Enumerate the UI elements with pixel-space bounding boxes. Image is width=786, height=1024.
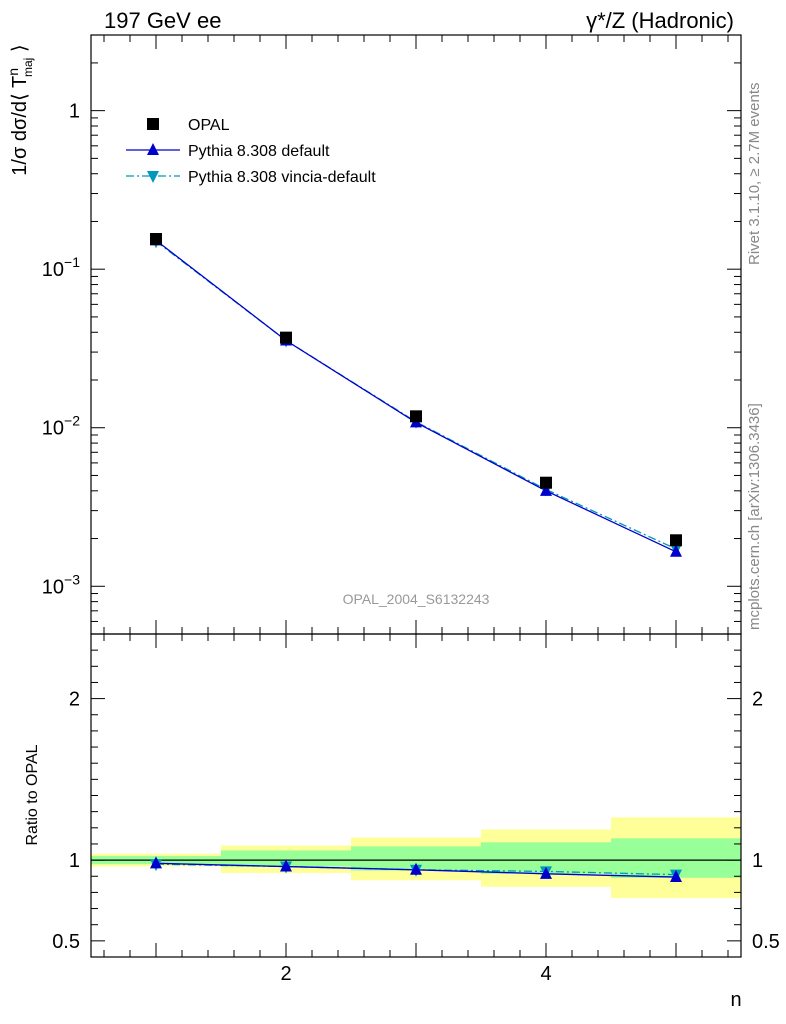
main-panel <box>150 233 682 557</box>
legend-label: Pythia 8.308 default <box>188 143 330 160</box>
y-tick-label: 10−1 <box>42 254 80 281</box>
y-tick-label: 10−2 <box>42 413 80 440</box>
ratio-point <box>410 862 422 875</box>
legend-marker <box>147 171 159 183</box>
ratio-y-tick-label: 1 <box>69 850 80 872</box>
data-point <box>150 233 162 246</box>
data-point <box>280 331 292 344</box>
data-point <box>540 483 552 496</box>
mcplots-label: mcplots.cern.ch [arXiv:1306.3436] <box>746 403 763 630</box>
ratio-y-axis-title: Ratio to OPAL <box>24 744 41 845</box>
legend-label: OPAL <box>188 117 230 134</box>
ratio-point <box>670 870 682 883</box>
header-left: 197 GeV ee <box>104 8 221 33</box>
ratio-y-tick-label: 0.5 <box>52 931 80 953</box>
ratio-point <box>280 859 292 872</box>
analysis-watermark: OPAL_2004_S6132243 <box>343 591 490 607</box>
legend-marker <box>147 143 159 155</box>
data-point <box>670 544 682 557</box>
panel-frames: 2 4 1 10−1 10−2 10−3 0.5 0.5 1 1 2 2 <box>42 34 780 985</box>
series-line <box>155 240 677 550</box>
header-right: γ*/Z (Hadronic) <box>586 8 734 33</box>
ratio-y-tick-label-right: 1 <box>752 850 763 872</box>
ratio-y-tick-label-right: 2 <box>752 689 763 711</box>
ratio-point <box>150 856 162 869</box>
x-tick-label: 2 <box>280 963 291 985</box>
main-y-axis-title: 1/σ dσ/d⟨ Tnmaj ⟩ <box>5 44 35 175</box>
ratio-y-tick-label-right: 0.5 <box>752 931 780 953</box>
legend-label: Pythia 8.308 vincia-default <box>188 169 376 186</box>
ratio-panel <box>91 817 741 899</box>
band-green <box>221 850 351 867</box>
data-point <box>670 534 682 547</box>
legend-marker <box>147 118 159 130</box>
legend: OPAL Pythia 8.308 default Pythia 8.308 vin… <box>126 117 376 186</box>
y-tick-label: 10−3 <box>42 571 80 598</box>
x-axis-title: n <box>730 989 741 1011</box>
data-point <box>540 476 552 489</box>
rivet-label: Rivet 3.1.10, ≥ 2.7M events <box>746 83 763 266</box>
x-tick-label: 4 <box>540 963 551 985</box>
series-line <box>155 239 677 553</box>
y-tick-label: 1 <box>69 101 80 123</box>
ratio-y-tick-label: 2 <box>69 689 80 711</box>
data-point <box>410 410 422 423</box>
ratio-frame <box>90 633 742 958</box>
ratio-point <box>540 866 552 879</box>
svg-text:1/σ dσ/d⟨ Tnmaj ⟩: 1/σ dσ/d⟨ Tnmaj ⟩ <box>5 44 35 175</box>
